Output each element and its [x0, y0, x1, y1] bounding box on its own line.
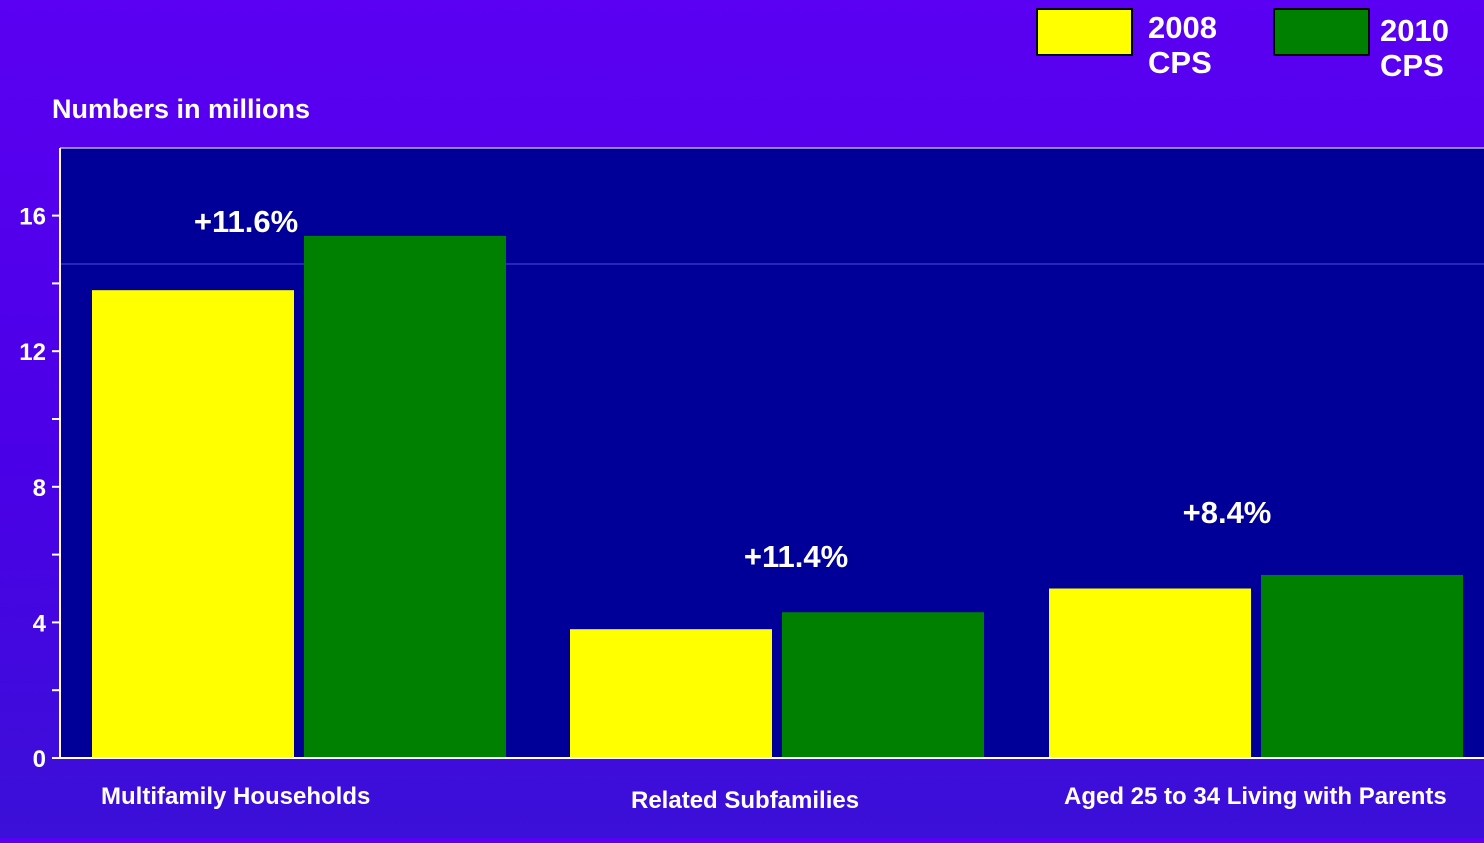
y-tick-label: 0 — [33, 746, 46, 773]
x-category-label: Related Subfamilies — [631, 787, 859, 814]
bar — [92, 290, 294, 758]
bar — [782, 612, 984, 758]
legend-swatch — [1273, 8, 1370, 56]
legend-swatch — [1036, 8, 1133, 56]
bar — [1049, 588, 1251, 758]
x-category-label: Multifamily Households — [101, 783, 370, 810]
y-tick-label: 8 — [33, 475, 46, 502]
bar — [304, 235, 506, 758]
bar — [570, 629, 772, 758]
y-tick-label: 16 — [19, 204, 46, 231]
change-annotation: +8.4% — [1183, 495, 1272, 530]
legend-label: 2008 CPS — [1148, 10, 1217, 80]
y-axis-label: Numbers in millions — [52, 94, 310, 124]
legend-label: 2010 CPS — [1380, 13, 1449, 83]
change-annotation: +11.6% — [194, 204, 298, 239]
bar — [1261, 574, 1463, 758]
x-category-label: Aged 25 to 34 Living with Parents — [1064, 783, 1447, 810]
change-annotation: +11.4% — [744, 539, 848, 574]
y-tick-label: 12 — [19, 339, 46, 366]
y-tick-label: 4 — [33, 610, 47, 637]
